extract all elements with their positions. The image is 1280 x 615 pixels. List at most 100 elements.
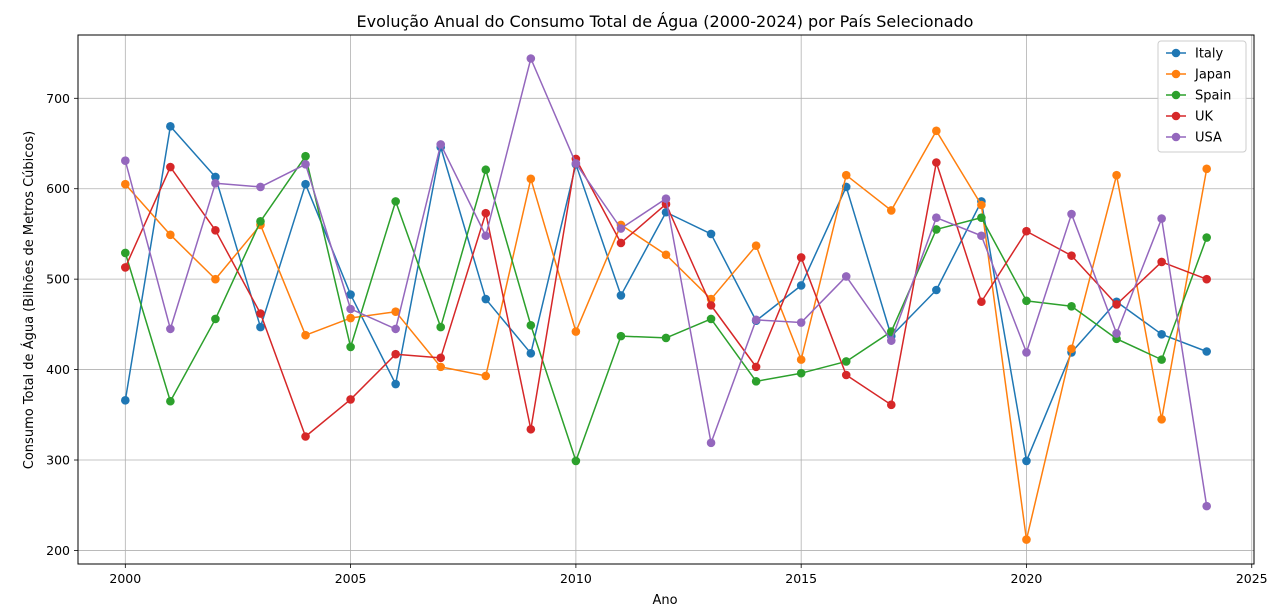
legend-label: USA [1195, 131, 1222, 146]
legend: Italy Japan Spain UK USA [1157, 40, 1247, 153]
legend-label: Spain [1195, 89, 1231, 104]
data-point-italy [391, 379, 400, 389]
data-point-italy [1022, 456, 1031, 466]
data-point-usa [1157, 214, 1166, 223]
legend-item-italy: Italy [1166, 47, 1224, 62]
data-point-uk [301, 432, 310, 441]
data-point-spain [166, 396, 175, 406]
data-point-usa [166, 324, 175, 334]
legend-swatch-marker [1171, 69, 1181, 79]
data-point-italy [526, 349, 536, 358]
data-point-spain [1022, 296, 1031, 306]
data-point-uk [886, 400, 896, 410]
data-point-italy [1157, 330, 1166, 339]
data-point-usa [932, 213, 941, 222]
data-point-uk [481, 208, 491, 218]
data-point-spain [751, 377, 761, 386]
legend-swatch-marker [1171, 48, 1181, 58]
series-japan [121, 126, 1211, 544]
x-tick-label: 2015 [785, 571, 817, 586]
data-point-japan [796, 355, 806, 364]
y-axis-label: Consumo Total de Água (Bilhões de Metros… [21, 131, 37, 469]
legend-item-japan: Japan [1166, 68, 1231, 83]
data-point-spain [346, 342, 355, 352]
data-point-usa [526, 54, 536, 63]
data-point-usa [1022, 348, 1031, 357]
data-point-japan [1022, 535, 1031, 544]
y-tick-label: 500 [46, 272, 70, 287]
data-point-uk [346, 395, 355, 404]
data-point-italy [346, 290, 355, 299]
y-tick-label: 200 [46, 543, 70, 558]
data-point-spain [436, 322, 446, 332]
data-point-usa [436, 140, 446, 149]
data-point-italy [256, 322, 265, 332]
data-point-uk [1202, 274, 1211, 284]
y-tick-label: 600 [46, 181, 70, 196]
legend-box [1157, 40, 1247, 153]
data-point-japan [166, 230, 175, 240]
x-axis-label: Ano [652, 593, 677, 608]
data-point-usa [1067, 209, 1076, 219]
y-tick-label: 300 [46, 453, 70, 468]
data-point-spain [211, 314, 220, 324]
legend-item-uk: UK [1166, 110, 1214, 125]
legend-label: Japan [1194, 68, 1231, 83]
data-point-spain [121, 248, 130, 258]
data-point-japan [1202, 164, 1211, 174]
data-point-spain [977, 213, 986, 222]
legend-swatch-marker [1171, 90, 1181, 100]
legend-label: Italy [1195, 47, 1224, 62]
data-point-japan [301, 330, 310, 340]
data-point-japan [932, 126, 941, 136]
data-point-japan [571, 327, 581, 336]
data-point-usa [1202, 501, 1211, 511]
data-point-uk [616, 238, 626, 248]
data-point-uk [526, 424, 536, 434]
data-point-spain [301, 151, 310, 161]
data-point-usa [301, 160, 310, 169]
data-point-uk [1067, 251, 1076, 260]
x-tick-label: 2010 [560, 571, 592, 586]
data-point-uk [256, 309, 265, 318]
data-point-usa [481, 231, 491, 241]
data-point-uk [706, 301, 716, 310]
data-point-spain [841, 357, 851, 366]
data-point-italy [796, 281, 806, 290]
data-point-usa [751, 315, 761, 325]
data-point-usa [841, 272, 851, 281]
data-point-japan [977, 200, 986, 210]
data-point-spain [1157, 355, 1166, 364]
data-point-usa [571, 159, 581, 168]
series-spain [121, 151, 1211, 466]
data-point-usa [706, 438, 716, 448]
legend-swatch-marker [1171, 132, 1181, 142]
data-point-spain [1067, 301, 1076, 311]
data-point-spain [526, 320, 536, 330]
data-point-usa [346, 304, 355, 314]
data-point-japan [1157, 415, 1166, 424]
data-point-spain [571, 456, 581, 466]
data-point-japan [526, 174, 536, 184]
data-point-japan [481, 371, 491, 381]
data-point-uk [166, 162, 175, 172]
data-point-uk [1112, 300, 1121, 309]
data-point-japan [1067, 344, 1076, 354]
x-tick-label: 2025 [1236, 571, 1268, 586]
data-point-spain [481, 165, 491, 175]
data-point-italy [211, 172, 220, 182]
data-point-japan [121, 179, 130, 189]
data-point-usa [211, 179, 220, 188]
series-usa [121, 54, 1211, 511]
data-point-uk [841, 370, 851, 380]
data-point-japan [841, 170, 851, 180]
data-point-usa [391, 324, 400, 334]
data-point-italy [481, 294, 491, 304]
data-point-uk [391, 349, 400, 359]
data-point-uk [121, 263, 130, 272]
data-point-italy [1202, 347, 1211, 356]
data-point-usa [661, 194, 671, 203]
data-point-spain [661, 333, 671, 343]
legend-item-usa: USA [1166, 131, 1222, 146]
